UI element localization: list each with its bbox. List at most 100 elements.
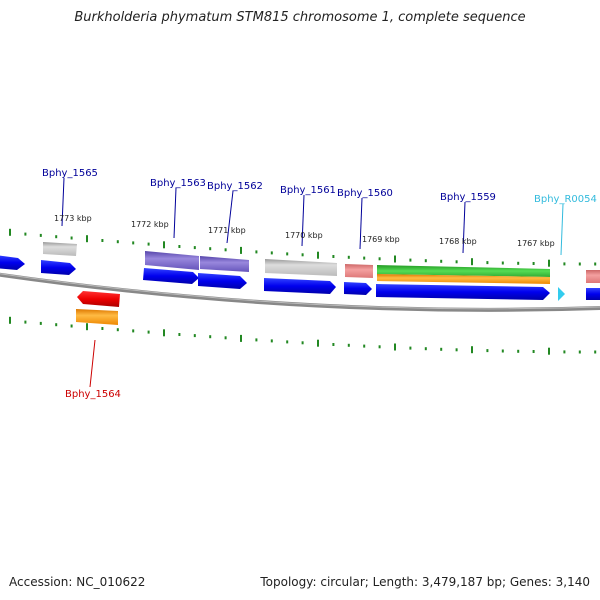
minor-tick [132, 329, 135, 333]
cds-arrow-1565[interactable] [41, 260, 76, 275]
minor-tick [147, 330, 150, 334]
kbp-label: 1772 kbp [131, 220, 169, 229]
minor-tick [301, 253, 304, 257]
kbp-label: 1769 kbp [362, 235, 400, 244]
gene-labels: Bphy_1565 Bphy_1563 Bphy_1562 Bphy_1561 … [42, 168, 597, 400]
gene-label-1561[interactable]: Bphy_1561 [280, 185, 336, 196]
gene-bar-1559[interactable] [377, 265, 550, 277]
minor-tick [486, 349, 489, 353]
minor-tick [286, 252, 289, 256]
kbp-label: 1773 kbp [54, 214, 92, 223]
major-tick [317, 251, 319, 259]
major-tick [86, 323, 88, 331]
minor-tick [501, 261, 504, 265]
kbp-scale-labels: 1773 kbp 1772 kbp 1771 kbp 1770 kbp 1769… [54, 214, 555, 248]
scale-ticks-upper [9, 228, 597, 267]
minor-tick [363, 256, 366, 260]
cds-arrow-1559[interactable] [376, 284, 550, 300]
minor-tick [424, 259, 427, 263]
minor-tick [440, 259, 443, 263]
gene-label-1564[interactable]: Bphy_1564 [65, 389, 121, 400]
minor-tick [24, 320, 27, 324]
minor-tick [594, 262, 597, 266]
cds-arrow-edge[interactable] [586, 288, 600, 300]
major-tick [317, 339, 319, 347]
topology-text: Topology: circular; Length: 3,479,187 bp… [260, 575, 590, 589]
minor-tick [578, 262, 581, 266]
minor-tick [563, 262, 566, 266]
minor-tick [301, 341, 304, 345]
major-tick [240, 246, 242, 254]
minor-tick [70, 324, 73, 328]
major-tick [163, 241, 165, 249]
cds-arrow-1562[interactable] [198, 273, 247, 289]
minor-tick [486, 261, 489, 265]
gene-bar-1559-orange[interactable] [377, 274, 550, 284]
gene-label-1563[interactable]: Bphy_1563 [150, 178, 206, 189]
minor-tick [409, 258, 412, 262]
minor-tick [332, 255, 335, 258]
minor-tick [594, 350, 597, 354]
minor-tick [193, 246, 196, 250]
minor-tick [224, 248, 227, 252]
cds-arrow[interactable] [0, 255, 25, 270]
minor-tick [255, 338, 258, 342]
gene-bar-1564[interactable] [77, 291, 120, 307]
gene-bar-edge[interactable] [586, 270, 600, 283]
minor-tick [255, 250, 258, 254]
label-leader-lines [61, 177, 564, 388]
kbp-label: 1770 kbp [285, 231, 323, 240]
minor-tick [209, 335, 212, 339]
minor-tick [101, 327, 104, 330]
minor-tick [132, 241, 135, 245]
minor-tick [209, 247, 212, 251]
minor-tick [116, 240, 119, 244]
gene-label-1562[interactable]: Bphy_1562 [207, 181, 263, 192]
minor-tick [193, 334, 196, 338]
chromosome-backbone [0, 272, 600, 312]
minor-tick [116, 328, 119, 332]
minor-tick [517, 349, 520, 353]
cds-arrow-1561[interactable] [264, 278, 336, 294]
minor-tick [70, 236, 73, 240]
minor-tick [455, 348, 458, 352]
minor-tick [224, 336, 227, 340]
minor-tick [55, 235, 58, 239]
minor-tick [270, 251, 273, 255]
minor-tick [101, 239, 104, 242]
gene-bar-1563[interactable] [145, 251, 199, 270]
gene-label-1559[interactable]: Bphy_1559 [440, 192, 496, 203]
major-tick [471, 346, 473, 354]
gene-bar-1560[interactable] [345, 264, 373, 278]
minor-tick [455, 260, 458, 264]
major-tick [9, 316, 11, 324]
major-tick [9, 228, 11, 236]
major-tick [548, 259, 550, 267]
rna-arrow-r0054[interactable] [558, 287, 565, 301]
minor-tick [378, 257, 381, 261]
gene-label-1560[interactable]: Bphy_1560 [337, 188, 393, 199]
minor-tick [563, 350, 566, 354]
minor-tick [270, 339, 273, 343]
kbp-label: 1768 kbp [439, 237, 477, 246]
minor-tick [501, 349, 504, 353]
cds-arrow-1563[interactable] [143, 268, 199, 284]
minor-tick [347, 343, 350, 347]
major-tick [163, 329, 165, 337]
minor-tick [347, 255, 350, 259]
gene-bar-1562[interactable] [200, 256, 249, 272]
minor-tick [39, 321, 42, 325]
minor-tick [378, 345, 381, 349]
major-tick [548, 347, 550, 355]
cds-arrow-1560[interactable] [344, 282, 372, 295]
major-tick [394, 343, 396, 351]
minor-tick [532, 262, 535, 265]
minor-tick [24, 232, 27, 236]
gene-bar-1565[interactable] [43, 242, 77, 256]
minor-tick [39, 233, 42, 237]
gene-label-r0054[interactable]: Bphy_R0054 [534, 194, 597, 205]
cds-bar-1564[interactable] [76, 309, 118, 325]
gene-bar-1561[interactable] [265, 259, 337, 276]
gene-label-1565[interactable]: Bphy_1565 [42, 168, 98, 179]
minor-tick [578, 350, 581, 354]
